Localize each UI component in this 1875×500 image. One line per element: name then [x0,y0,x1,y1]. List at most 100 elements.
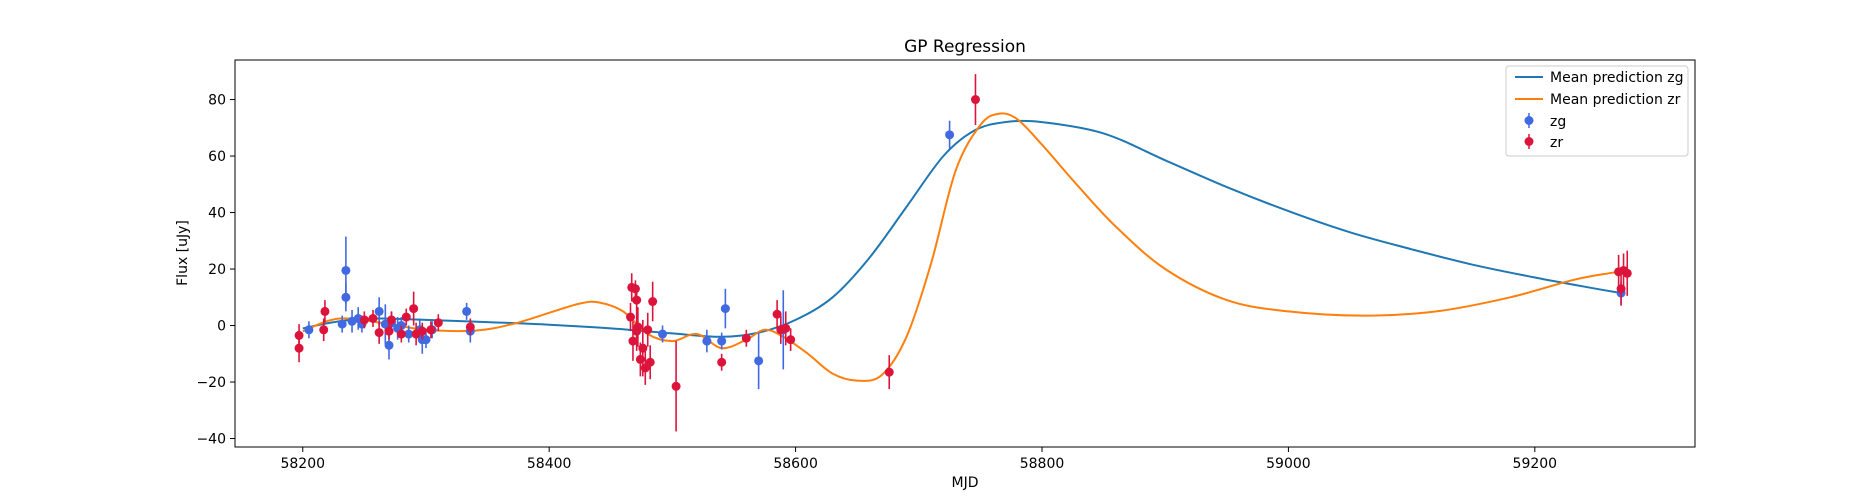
y-tick-label: 20 [208,262,226,278]
zr-point [884,355,894,390]
zr-point [1622,250,1632,296]
zr-marker [374,328,384,338]
plot-frame [234,59,1696,448]
zr-point [632,288,642,312]
y-tick-label: −40 [196,432,226,448]
zg-marker [702,336,712,346]
zg-point [945,120,955,149]
zr-marker [632,295,642,305]
zr-marker [772,309,782,319]
zr-marker [645,357,655,367]
zr-point [465,318,475,336]
zr-point [368,309,378,327]
zr-point [633,307,643,347]
zr-point [717,353,727,371]
legend-label-mean-zg: Mean prediction zg [1550,70,1684,86]
zr-marker [401,312,411,322]
x-tick-label: 58200 [280,456,325,472]
zg-point [702,329,712,353]
x-tick-label: 58800 [1020,456,1065,472]
zr-point [648,281,658,322]
zr-marker [417,326,427,336]
zr-marker [426,325,436,335]
zr-point [628,321,638,361]
zg-point [304,321,314,339]
zr-marker [781,323,791,333]
x-tick-label: 58400 [527,456,572,472]
zg-point [404,325,414,343]
x-tick-label: 59200 [1513,456,1558,472]
zg-point [462,302,472,320]
zg-point [337,315,347,333]
zg-point [717,332,727,350]
y-tick-label: 40 [208,206,226,222]
legend-label-zr: zr [1550,135,1563,151]
zr-marker [1622,268,1632,278]
y-tick-label: 60 [208,149,226,165]
zr-point [630,280,640,298]
zr-point [409,291,419,326]
zr-marker [368,313,378,323]
zr-marker [643,325,653,335]
zr-point [384,322,394,340]
zg-point [754,332,764,390]
zr-point [625,302,635,332]
zr-marker [359,315,369,325]
zr-point [426,321,436,339]
zr-marker [638,343,648,353]
zg-point [421,331,431,349]
zr-marker [884,367,894,377]
zr-point [319,318,329,342]
x-axis-title: MJD [952,475,979,491]
zr-marker [465,322,475,332]
zr-marker [717,357,727,367]
zr-marker [386,315,396,325]
zr-point [741,329,751,347]
y-tick-label: −20 [196,375,226,391]
zg-marker [404,329,414,339]
zr-marker [384,326,394,336]
legend-swatch-zr-marker [1524,137,1534,146]
plot-area [235,60,1695,447]
zr-point [786,328,796,351]
zr-marker [625,312,635,322]
zg-point [720,288,730,329]
chart-title: GP Regression [904,37,1026,57]
zr-point [417,322,427,340]
zr-marker [633,322,643,332]
zr-point [359,311,369,329]
zr-point [401,308,411,326]
zg-marker [341,265,351,275]
zg-marker [462,306,472,316]
zr-point [671,341,681,432]
zr-marker [648,297,658,307]
zr-marker [294,330,304,340]
zg-marker [337,319,347,329]
legend: Mean prediction zg Mean prediction zr zg… [1505,65,1689,157]
mean-prediction-zg-line [302,119,1622,338]
zg-marker [720,304,730,314]
zg-marker [658,329,668,339]
zr-marker [671,381,681,391]
zr-marker [433,318,443,328]
zr-point [320,300,330,323]
mean-prediction-zr-line [302,112,1622,382]
x-tick-label: 59000 [1266,456,1311,472]
zg-marker [374,306,384,316]
zr-point [970,74,980,125]
zg-point [374,297,384,326]
zr-point [643,312,653,347]
legend-swatch-zg-marker [1524,116,1534,125]
zg-marker [384,340,394,350]
zr-point [386,311,396,329]
zg-marker [421,335,431,345]
zr-point [772,300,782,329]
zr-marker [294,343,304,353]
zr-point [396,325,406,343]
zg-marker [945,130,955,140]
zr-marker [409,304,419,314]
legend-label-zg: zg [1550,114,1566,130]
zr-marker [786,335,796,345]
zr-point [781,311,791,346]
lines-layer [302,112,1622,382]
